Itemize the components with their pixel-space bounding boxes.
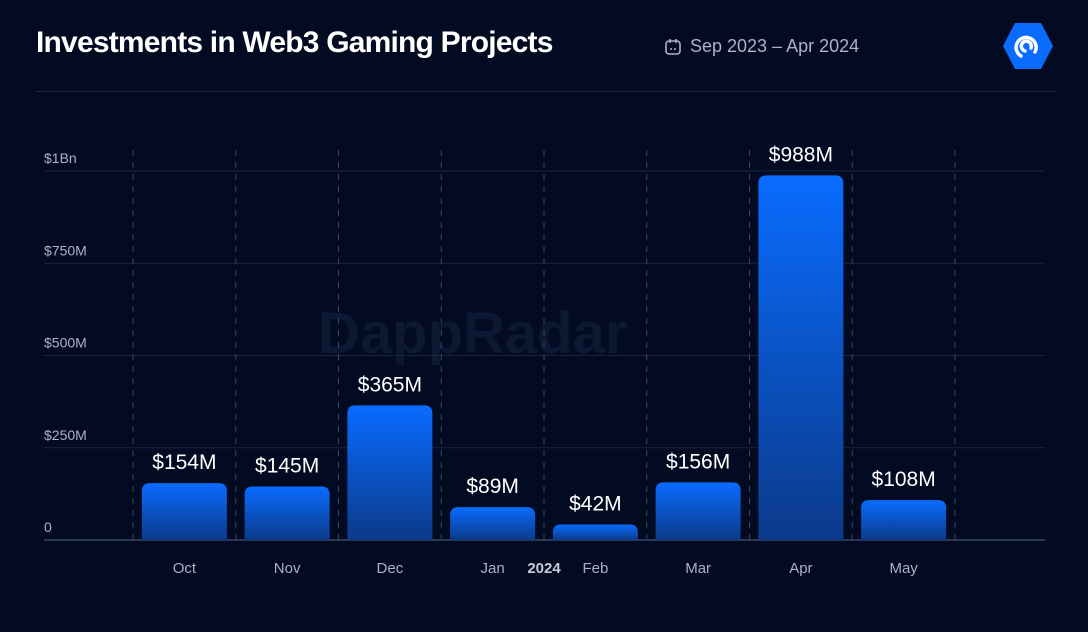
- bar: [244, 486, 330, 540]
- date-range-text: Sep 2023 – Apr 2024: [690, 36, 860, 56]
- x-tick-label: Dec: [377, 560, 404, 577]
- x-tick-label: Oct: [173, 560, 197, 577]
- data-label: $365M: [358, 373, 422, 396]
- y-tick-label: $1Bn: [44, 150, 77, 166]
- x-tick-label: Feb: [582, 560, 608, 577]
- data-label: $108M: [872, 468, 936, 491]
- bar: [141, 483, 227, 540]
- y-tick-label: 0: [44, 519, 52, 535]
- y-tick-label: $250M: [44, 427, 87, 443]
- data-label: $156M: [666, 450, 730, 473]
- x-tick-label: Nov: [274, 560, 301, 577]
- x-tick-label: May: [889, 560, 918, 577]
- bar: [450, 507, 536, 540]
- year-marker: 2024: [527, 560, 561, 577]
- data-label: $145M: [255, 454, 319, 477]
- header-divider: [36, 91, 1055, 92]
- bar: [861, 500, 947, 540]
- y-tick-label: $750M: [44, 242, 87, 258]
- y-tick-label: $500M: [44, 335, 87, 351]
- data-label: $89M: [466, 475, 519, 498]
- x-tick-label: Jan: [481, 560, 505, 577]
- data-label: $42M: [569, 493, 622, 516]
- x-tick-label: Mar: [685, 560, 711, 577]
- bar: [758, 175, 844, 541]
- bar: [655, 482, 741, 540]
- x-tick-label: Apr: [789, 560, 812, 577]
- bar: [347, 405, 433, 540]
- data-label: $988M: [769, 143, 833, 166]
- calendar-icon: [665, 38, 681, 55]
- data-label: $154M: [152, 451, 216, 474]
- bar: [552, 524, 638, 540]
- dappradar-logo-icon: [1003, 23, 1053, 69]
- chart-title: Investments in Web3 Gaming Projects: [36, 26, 553, 59]
- date-range: Sep 2023 – Apr 2024: [664, 36, 859, 57]
